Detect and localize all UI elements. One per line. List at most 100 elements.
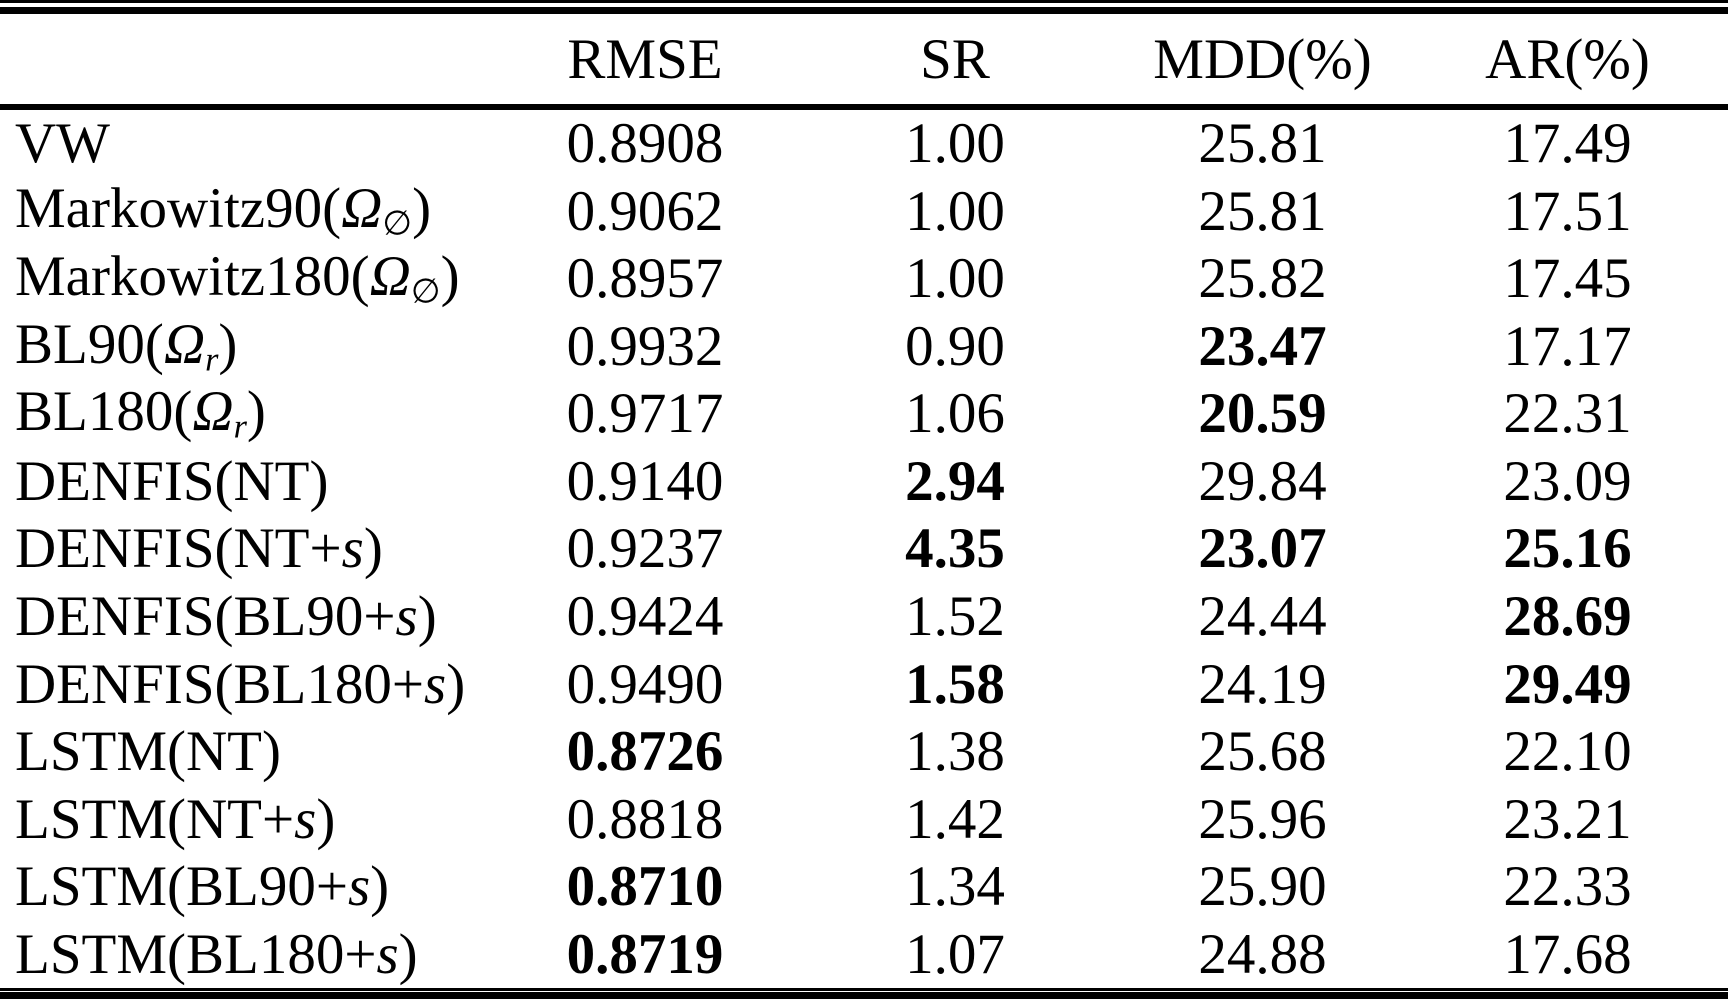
cell-mdd: 24.88 [1198,922,1327,986]
cell-ar: 28.69 [1503,584,1632,648]
cell-mdd: 24.19 [1198,652,1327,716]
row-label-part: r [233,408,247,446]
cell-rmse: 0.8818 [566,787,724,851]
row-label-part: Ω [163,312,206,376]
cell-rmse: 0.9932 [566,314,724,378]
col-header-mdd: MDD(%) [1153,27,1372,91]
cell-rmse: 0.9717 [566,382,724,446]
row-label-part: s [347,855,371,919]
cell-rmse: 0.9424 [566,584,724,648]
row-label-part: ) [363,517,383,581]
col-header-ar: AR(%) [1485,27,1650,91]
row-label-part: Markowitz180( [15,244,370,308]
cell-sr: 1.00 [905,179,1005,243]
table-row: LSTM(BL180+s) 0.8719 1.07 24.88 17.68 [0,920,1728,988]
row-label: LSTM(BL90+s) [15,858,470,915]
cell-ar: 22.10 [1503,720,1632,784]
row-label: DENFIS(NT) [15,453,470,510]
row-label-part: LSTM(NT) [15,720,281,784]
cell-sr: 1.38 [905,720,1005,784]
row-label: DENFIS(NT+s) [15,520,470,577]
row-label-part: LSTM(NT+ [15,787,295,851]
cell-ar: 17.51 [1503,179,1632,243]
table-row: DENFIS(NT) 0.9140 2.94 29.84 23.09 [0,448,1728,516]
cell-ar: 17.45 [1503,247,1632,311]
cell-mdd: 20.59 [1198,382,1327,446]
row-label-part: Ω [369,244,411,308]
cell-rmse: 0.8719 [566,922,724,986]
cell-sr: 0.90 [905,314,1005,378]
table-body: VW 0.8908 1.00 25.81 17.49 Markowitz90(Ω∅) 0.9… [0,110,1728,988]
row-label: Markowitz180(Ω∅) [15,248,470,310]
row-label-part: DENFIS(NT+ [15,517,342,581]
row-label-part: s [341,517,364,581]
cell-mdd: 23.47 [1198,314,1327,378]
bottom-rule-thick [0,992,1728,999]
row-label-part: r [205,341,219,379]
row-label-part: Ω [341,177,383,241]
row-label-part: s [395,584,418,648]
row-label-part: VW [15,112,110,176]
row-label-part: ) [370,855,390,919]
cell-sr: 1.58 [905,652,1005,716]
table-row: DENFIS(NT+s) 0.9237 4.35 23.07 25.16 [0,515,1728,583]
row-label-part: ) [246,380,266,444]
row-label-part: ) [316,787,336,851]
cell-sr: 1.06 [905,382,1005,446]
cell-ar: 23.09 [1503,449,1632,513]
cell-ar: 29.49 [1503,652,1632,716]
cell-rmse: 0.9490 [566,652,724,716]
cell-ar: 17.17 [1503,314,1632,378]
cell-ar: 17.68 [1503,922,1632,986]
table-row: LSTM(NT) 0.8726 1.38 25.68 22.10 [0,718,1728,786]
row-label: DENFIS(BL90+s) [15,588,470,645]
table-row: DENFIS(BL180+s) 0.9490 1.58 24.19 29.49 [0,650,1728,718]
table-row: VW 0.8908 1.00 25.81 17.49 [0,110,1728,178]
table-row: DENFIS(BL90+s) 0.9424 1.52 24.44 28.69 [0,583,1728,651]
cell-mdd: 25.96 [1198,787,1327,851]
cell-sr: 2.94 [905,449,1005,513]
col-header-sr: SR [920,27,990,91]
row-label-part: ) [417,584,437,648]
row-label: Markowitz90(Ω∅) [15,180,470,242]
cell-ar: 22.33 [1503,855,1632,919]
row-label-part: BL180( [15,380,193,444]
table-row: LSTM(BL90+s) 0.8710 1.34 25.90 22.33 [0,853,1728,921]
header-separator-rule [0,104,1728,110]
table-row: Markowitz180(Ω∅) 0.8957 1.00 25.82 17.45 [0,245,1728,313]
row-label-part: ∅ [382,205,413,243]
row-label-part: s [424,652,447,716]
cell-rmse: 0.8710 [566,855,724,919]
table-row: BL180(Ωr) 0.9717 1.06 20.59 22.31 [0,380,1728,448]
row-label: VW [15,115,470,172]
row-label-part: Markowitz90( [15,177,342,241]
col-header-rmse: RMSE [567,27,723,91]
cell-mdd: 24.44 [1198,584,1327,648]
row-label-part: s [294,787,317,851]
row-label-part: DENFIS(BL180+ [15,652,424,716]
cell-rmse: 0.8726 [566,720,724,784]
cell-sr: 1.52 [905,584,1005,648]
table-row: Markowitz90(Ω∅) 0.9062 1.00 25.81 17.51 [0,178,1728,246]
top-rule-thick [0,7,1728,14]
cell-rmse: 0.9237 [566,517,724,581]
table-row: BL90(Ωr) 0.9932 0.90 23.47 17.17 [0,313,1728,381]
row-label: DENFIS(BL180+s) [15,656,470,713]
table-row: LSTM(NT+s) 0.8818 1.42 25.96 23.21 [0,785,1728,853]
table-header: RMSE SR MDD(%) AR(%) [0,14,1728,104]
cell-sr: 1.00 [905,112,1005,176]
cell-mdd: 29.84 [1198,449,1327,513]
cell-ar: 23.21 [1503,787,1632,851]
row-label-part: LSTM(BL180+ [15,922,377,986]
cell-rmse: 0.9140 [566,449,724,513]
cell-mdd: 23.07 [1198,517,1327,581]
row-label: LSTM(BL180+s) [15,926,470,983]
cell-sr: 1.00 [905,247,1005,311]
row-label-part: ) [398,922,418,986]
cell-mdd: 25.82 [1198,247,1327,311]
cell-mdd: 25.81 [1198,179,1327,243]
row-label-part: DENFIS(BL90+ [15,584,396,648]
top-rule-thin [0,0,1728,3]
cell-mdd: 25.81 [1198,112,1327,176]
